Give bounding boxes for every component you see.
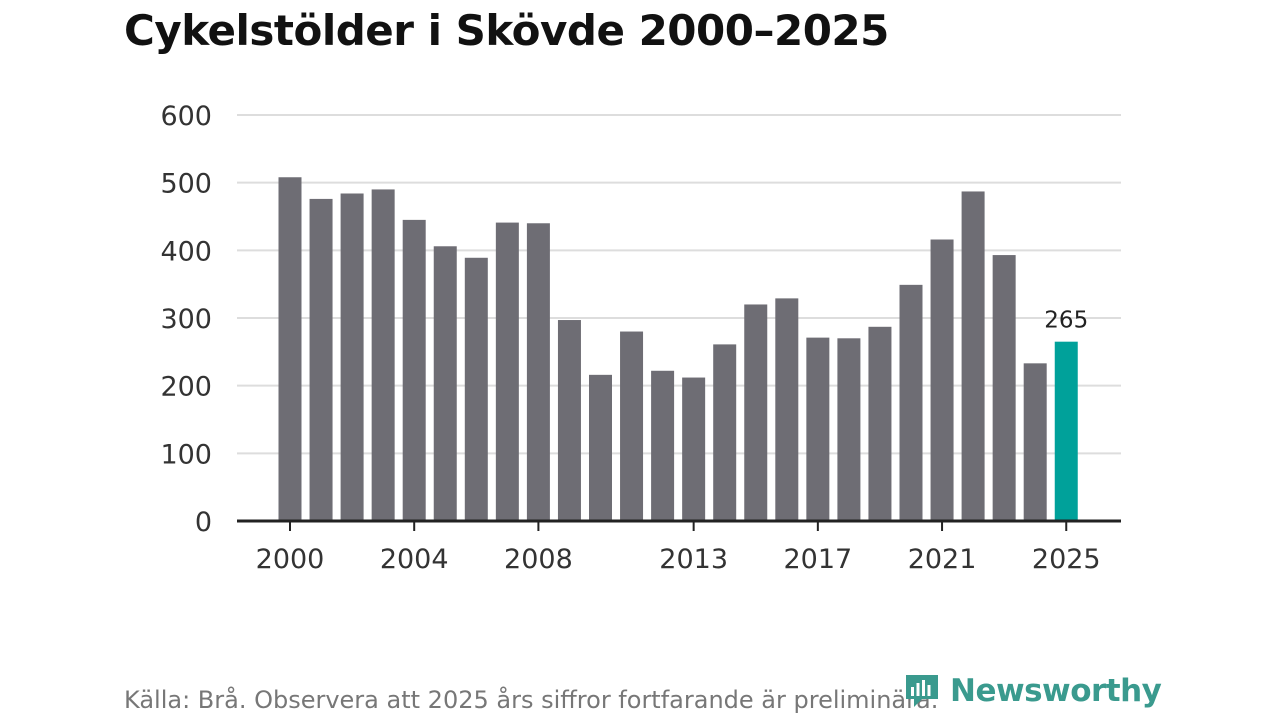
bar-2013 [682,377,706,521]
x-tick-label: 2017 [783,544,852,575]
bar-2011 [620,331,644,521]
bars [278,177,1078,522]
bar-2017 [806,337,830,521]
x-tick-label: 2021 [908,544,977,575]
bar-2020 [899,284,923,521]
newsworthy-chart-icon [906,675,938,707]
bar-2004 [402,219,426,521]
y-tick-label: 200 [160,372,212,403]
bar-2021 [930,239,954,522]
y-axis-ticks: 0 100 200 300 400 500 600 [160,101,212,538]
x-tick-label: 2013 [659,544,728,575]
gridlines [237,114,1121,455]
bar-2002 [340,193,364,521]
y-tick-label: 600 [160,101,212,132]
bar-2016 [775,298,799,521]
bar-2022 [961,191,985,522]
bar-2025 [1054,341,1078,521]
y-tick-label: 500 [160,169,212,200]
x-tick-label: 2025 [1032,544,1101,575]
brand-logo: Newsworthy [902,671,1162,711]
bar-2019 [868,326,892,521]
data-label-highlight: 265 [1044,308,1088,334]
bar-2003 [371,189,395,521]
bar-2010 [589,374,612,521]
bar-2009 [557,320,581,521]
bar-2024 [1023,363,1047,521]
chart-title: Cykelstölder i Skövde 2000–2025 [124,6,889,55]
bar-2006 [464,257,488,521]
bar-2023 [992,255,1016,521]
x-tick-label: 2008 [504,544,573,575]
y-tick-label: 400 [160,236,212,267]
brand-name: Newsworthy [950,673,1162,709]
x-axis-ticks: 2000 2004 2008 2013 2017 2021 2025 [256,521,1101,575]
data-labels: 265 [1044,308,1088,334]
bar-2001 [309,198,333,521]
bar-chart: 0 100 200 300 400 500 600 2000 2004 2008 2013 2017… [160,101,1121,575]
bar-2012 [651,370,675,521]
source-note: Källa: Brå. Observera att 2025 års siffr… [124,686,939,714]
y-tick-label: 0 [195,507,212,538]
bar-2005 [433,246,457,522]
bar-2000 [278,177,302,521]
bar-2014 [713,344,737,521]
x-tick-label: 2000 [256,544,325,575]
bar-2015 [744,304,768,521]
y-tick-label: 300 [160,304,212,335]
x-tick-label: 2004 [380,544,449,575]
bar-2007 [495,222,519,521]
y-tick-label: 100 [160,439,212,470]
bar-2018 [837,338,861,521]
bar-2008 [526,223,550,521]
